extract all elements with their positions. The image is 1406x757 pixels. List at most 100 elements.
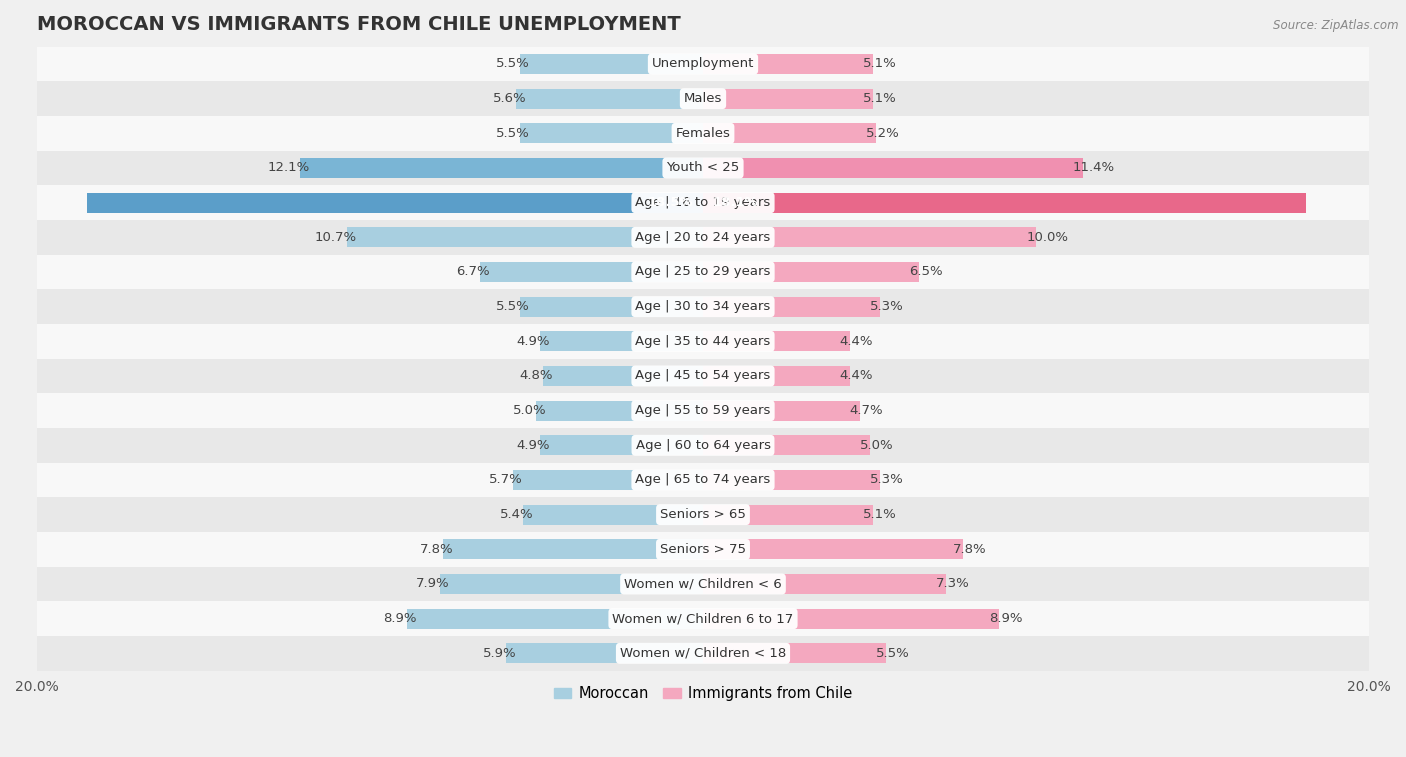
Bar — [37, 428, 1369, 463]
Bar — [37, 254, 1369, 289]
Bar — [543, 366, 703, 386]
Text: 5.1%: 5.1% — [863, 58, 897, 70]
Bar — [537, 400, 703, 421]
Text: 6.5%: 6.5% — [910, 266, 943, 279]
Text: Females: Females — [675, 127, 731, 140]
Bar — [37, 359, 1369, 394]
Text: Age | 25 to 29 years: Age | 25 to 29 years — [636, 266, 770, 279]
Bar — [299, 158, 703, 178]
Bar — [506, 643, 703, 663]
Bar — [87, 192, 703, 213]
Bar — [37, 220, 1369, 254]
Bar — [347, 227, 703, 248]
Text: 5.9%: 5.9% — [482, 646, 516, 660]
Text: 5.6%: 5.6% — [494, 92, 526, 105]
Text: 5.0%: 5.0% — [859, 439, 893, 452]
Bar — [703, 332, 849, 351]
Text: 5.5%: 5.5% — [496, 58, 530, 70]
Text: Women w/ Children 6 to 17: Women w/ Children 6 to 17 — [613, 612, 793, 625]
Bar — [703, 54, 873, 74]
Bar — [703, 158, 1083, 178]
Text: 6.7%: 6.7% — [456, 266, 489, 279]
Text: Seniors > 65: Seniors > 65 — [659, 508, 747, 521]
Bar — [440, 574, 703, 594]
Text: Unemployment: Unemployment — [652, 58, 754, 70]
Bar — [479, 262, 703, 282]
Text: 11.4%: 11.4% — [1073, 161, 1115, 175]
Text: 5.7%: 5.7% — [489, 473, 523, 487]
Text: 5.2%: 5.2% — [866, 127, 900, 140]
Text: Age | 60 to 64 years: Age | 60 to 64 years — [636, 439, 770, 452]
Bar — [443, 539, 703, 559]
Bar — [37, 324, 1369, 359]
Text: Women w/ Children < 6: Women w/ Children < 6 — [624, 578, 782, 590]
Text: Youth < 25: Youth < 25 — [666, 161, 740, 175]
Bar — [703, 643, 886, 663]
Text: 5.1%: 5.1% — [863, 508, 897, 521]
Bar — [37, 289, 1369, 324]
Text: 8.9%: 8.9% — [382, 612, 416, 625]
Bar — [540, 435, 703, 456]
Bar — [703, 609, 1000, 629]
Text: 5.4%: 5.4% — [499, 508, 533, 521]
Text: 5.3%: 5.3% — [869, 473, 903, 487]
Bar — [520, 297, 703, 316]
Text: 18.1%: 18.1% — [713, 196, 759, 209]
Bar — [703, 574, 946, 594]
Bar — [37, 567, 1369, 601]
Bar — [703, 297, 880, 316]
Bar — [37, 601, 1369, 636]
Text: 4.9%: 4.9% — [516, 439, 550, 452]
Text: 12.1%: 12.1% — [267, 161, 309, 175]
Text: 5.0%: 5.0% — [513, 404, 547, 417]
Text: Age | 65 to 74 years: Age | 65 to 74 years — [636, 473, 770, 487]
Text: 5.5%: 5.5% — [876, 646, 910, 660]
Text: Age | 30 to 34 years: Age | 30 to 34 years — [636, 301, 770, 313]
Bar — [703, 227, 1036, 248]
Text: 4.8%: 4.8% — [520, 369, 553, 382]
Text: Seniors > 75: Seniors > 75 — [659, 543, 747, 556]
Bar — [523, 505, 703, 525]
Text: 7.9%: 7.9% — [416, 578, 450, 590]
Text: Males: Males — [683, 92, 723, 105]
Text: 5.3%: 5.3% — [869, 301, 903, 313]
Text: 18.5%: 18.5% — [647, 196, 693, 209]
Bar — [703, 366, 849, 386]
Text: 7.8%: 7.8% — [419, 543, 453, 556]
Bar — [703, 89, 873, 109]
Bar — [703, 505, 873, 525]
Text: 4.4%: 4.4% — [839, 369, 873, 382]
Text: MOROCCAN VS IMMIGRANTS FROM CHILE UNEMPLOYMENT: MOROCCAN VS IMMIGRANTS FROM CHILE UNEMPL… — [37, 15, 681, 34]
Text: Source: ZipAtlas.com: Source: ZipAtlas.com — [1274, 19, 1399, 32]
Bar — [703, 470, 880, 490]
Bar — [37, 47, 1369, 81]
Text: 8.9%: 8.9% — [990, 612, 1024, 625]
Bar — [703, 123, 876, 143]
Text: Age | 20 to 24 years: Age | 20 to 24 years — [636, 231, 770, 244]
Bar — [520, 54, 703, 74]
Text: 7.3%: 7.3% — [936, 578, 970, 590]
Text: 4.4%: 4.4% — [839, 335, 873, 347]
Text: 5.5%: 5.5% — [496, 127, 530, 140]
Bar — [406, 609, 703, 629]
Bar — [703, 539, 963, 559]
Bar — [37, 81, 1369, 116]
Bar — [703, 400, 859, 421]
Bar — [37, 532, 1369, 567]
Text: 4.7%: 4.7% — [849, 404, 883, 417]
Bar — [37, 185, 1369, 220]
Bar — [516, 89, 703, 109]
Text: Women w/ Children < 18: Women w/ Children < 18 — [620, 646, 786, 660]
Text: Age | 16 to 19 years: Age | 16 to 19 years — [636, 196, 770, 209]
Bar — [37, 151, 1369, 185]
Bar — [520, 123, 703, 143]
Bar — [703, 435, 869, 456]
Bar — [37, 394, 1369, 428]
Text: 5.5%: 5.5% — [496, 301, 530, 313]
Text: 5.1%: 5.1% — [863, 92, 897, 105]
Legend: Moroccan, Immigrants from Chile: Moroccan, Immigrants from Chile — [548, 681, 858, 707]
Text: Age | 55 to 59 years: Age | 55 to 59 years — [636, 404, 770, 417]
Text: 7.8%: 7.8% — [953, 543, 987, 556]
Text: 10.0%: 10.0% — [1026, 231, 1069, 244]
Bar — [703, 262, 920, 282]
